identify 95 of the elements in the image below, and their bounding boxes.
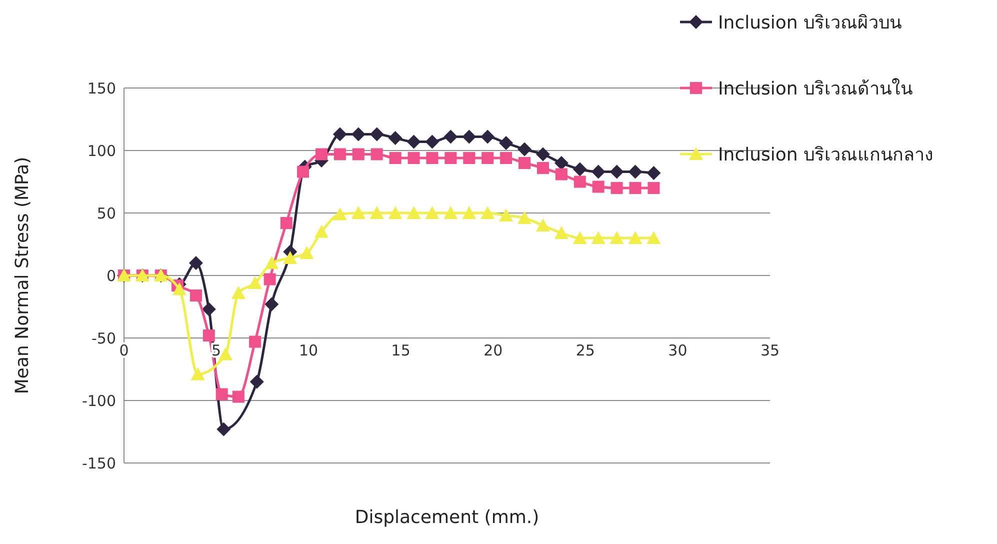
point — [444, 152, 457, 164]
point — [370, 148, 383, 160]
point — [332, 127, 347, 142]
point — [629, 182, 642, 194]
point — [334, 148, 346, 160]
point — [250, 374, 264, 389]
point — [610, 182, 623, 194]
point — [248, 276, 262, 289]
point — [370, 127, 384, 142]
point — [610, 164, 624, 179]
y-tick-label: -100 — [82, 392, 116, 410]
point — [555, 168, 568, 180]
point — [480, 130, 495, 144]
point — [315, 148, 328, 160]
point — [628, 164, 642, 179]
point — [188, 256, 203, 270]
point — [406, 206, 421, 219]
y-tick-label: 0 — [106, 266, 116, 285]
legend-label: Inclusion บริเวณด้านใน — [718, 77, 913, 100]
point — [572, 231, 587, 244]
point — [499, 208, 514, 222]
point — [218, 347, 233, 360]
x-tick-label: 15 — [391, 342, 410, 360]
point — [499, 136, 514, 150]
point — [351, 206, 366, 219]
point — [264, 297, 279, 312]
point — [574, 176, 586, 188]
point — [572, 162, 587, 176]
y-tick-label: 50 — [96, 204, 116, 222]
point — [591, 231, 606, 244]
point — [190, 367, 205, 380]
point — [202, 330, 215, 342]
legend-label: Inclusion บริเวณแกนกลาง — [718, 144, 934, 166]
point — [249, 336, 262, 348]
x-axis-title: Displacement (mm.) — [354, 507, 540, 528]
point — [264, 273, 276, 286]
point — [554, 226, 568, 239]
point — [351, 127, 366, 142]
x-tick-label: 20 — [484, 342, 503, 360]
point — [628, 231, 642, 244]
point — [264, 256, 279, 269]
point — [202, 302, 216, 316]
x-tick-label: 30 — [668, 342, 688, 360]
x-tick-label: 25 — [576, 342, 595, 360]
point — [480, 206, 495, 219]
point — [231, 286, 246, 299]
point — [172, 282, 186, 296]
point — [463, 152, 476, 164]
point — [444, 130, 458, 144]
y-tick-label: 100 — [87, 142, 116, 160]
point — [536, 147, 550, 162]
point — [500, 152, 512, 164]
point — [648, 182, 660, 194]
point — [297, 166, 310, 178]
y-tick-label: -50 — [92, 329, 116, 348]
point — [518, 211, 532, 224]
point — [408, 152, 420, 164]
point — [462, 130, 476, 144]
point — [389, 152, 402, 164]
point — [300, 246, 314, 259]
legend-label: Inclusion บริเวณผิวบน — [718, 12, 902, 34]
point — [610, 231, 624, 244]
point — [592, 180, 604, 193]
y-axis-title: Mean Normal Stress (MPa) — [12, 156, 33, 394]
point — [462, 206, 476, 219]
point — [283, 251, 298, 264]
y-tick-label: -150 — [82, 454, 116, 472]
point — [425, 206, 440, 219]
point — [426, 152, 438, 164]
point — [406, 134, 421, 149]
point — [536, 218, 550, 232]
point — [482, 152, 494, 164]
point — [352, 148, 364, 160]
y-tick-label: 150 — [87, 79, 116, 98]
point — [332, 207, 347, 220]
point — [425, 134, 440, 149]
point — [370, 206, 384, 219]
point — [554, 156, 568, 170]
point — [536, 162, 549, 174]
x-tick-label: 35 — [760, 342, 780, 360]
point — [232, 390, 244, 403]
x-tick-label: 10 — [299, 342, 318, 360]
point — [518, 157, 531, 169]
point — [444, 206, 458, 219]
point — [190, 290, 202, 302]
point — [216, 388, 228, 400]
point — [314, 224, 328, 238]
point — [388, 131, 402, 145]
point — [518, 142, 532, 156]
point — [646, 166, 661, 180]
point — [591, 164, 606, 179]
point — [646, 231, 661, 244]
point — [280, 217, 292, 229]
point — [216, 422, 231, 436]
point — [388, 206, 402, 219]
